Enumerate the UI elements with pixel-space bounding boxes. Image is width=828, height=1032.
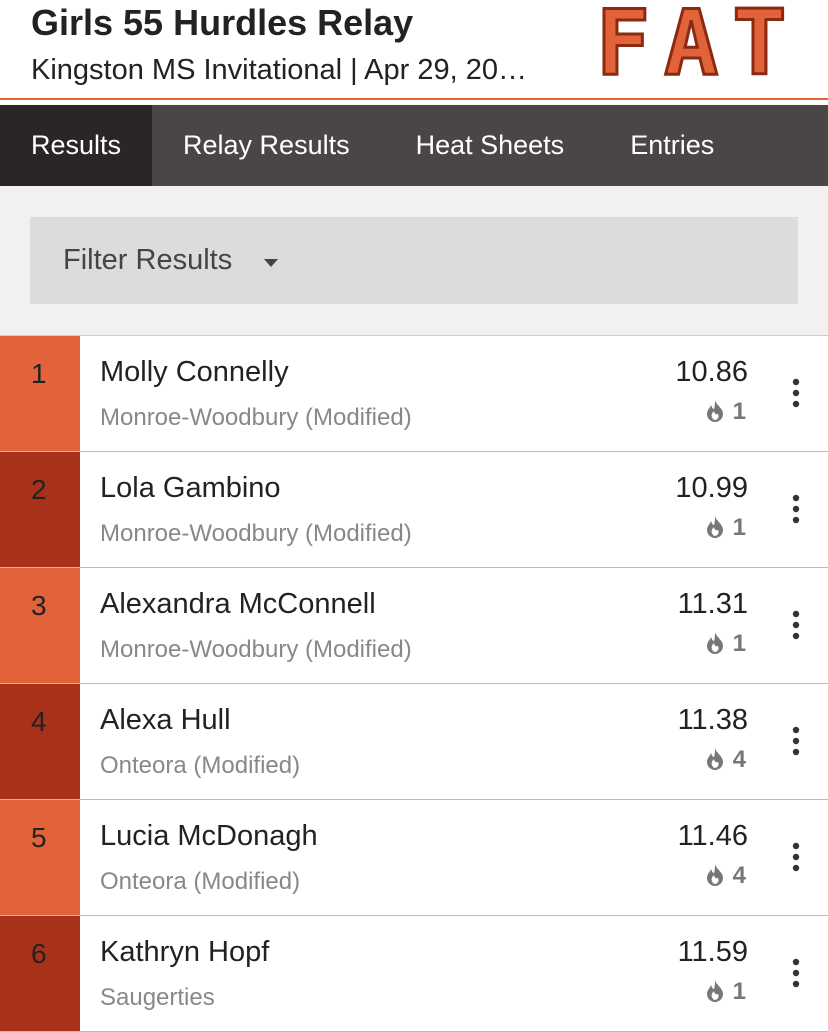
more-menu[interactable] (792, 842, 800, 872)
more-menu[interactable] (792, 494, 800, 524)
heat-icon (707, 400, 723, 422)
team-name: Onteora (Modified) (100, 868, 301, 895)
more-menu[interactable] (792, 726, 800, 756)
meet-subtitle: Kingston MS Invitational | Apr 29, 20… (31, 54, 527, 86)
heat-icon (707, 980, 723, 1002)
place: 5 (31, 822, 47, 853)
header: Girls 55 Hurdles Relay Kingston MS Invit… (0, 0, 828, 100)
heat-icon (707, 748, 723, 770)
place-cell: 1 (0, 336, 80, 451)
heat: 1 (732, 514, 746, 541)
tab[interactable]: Heat Sheets (415, 130, 565, 160)
time: 11.46 (677, 820, 748, 852)
place: 3 (31, 590, 47, 621)
result-row[interactable]: 4 Alexa Hull Onteora (Modified) 11.38 4 (0, 684, 828, 800)
heat-icon (707, 516, 723, 538)
place-cell: 2 (0, 452, 80, 567)
filter-area: Filter Results (0, 186, 828, 336)
place: 6 (31, 938, 47, 969)
time: 11.31 (677, 588, 748, 620)
tab[interactable]: Results (0, 105, 153, 186)
team-name: Monroe-Woodbury (Modified) (100, 404, 412, 431)
more-menu[interactable] (792, 958, 800, 988)
result-row[interactable]: 5 Lucia McDonagh Onteora (Modified) 11.46 4 (0, 800, 828, 916)
athlete-name: Lucia McDonagh (100, 820, 318, 852)
heat: 1 (732, 630, 746, 657)
result-row[interactable]: 6 Kathryn Hopf Saugerties 11.59 1 (0, 916, 828, 1032)
place: 1 (31, 358, 47, 389)
team-name: Onteora (Modified) (100, 752, 301, 779)
time: 10.99 (675, 472, 748, 504)
result-row[interactable]: 3 Alexandra McConnell Monroe-Woodbury (Mod… (0, 568, 828, 684)
heat: 1 (732, 978, 746, 1005)
heat: 4 (732, 862, 746, 889)
result-row[interactable]: 1 Molly Connelly Monroe-Woodbury (Modified… (0, 336, 828, 452)
result-row[interactable]: 2 Lola Gambino Monroe-Woodbury (Modified) 1… (0, 452, 828, 568)
caret-icon (264, 259, 278, 267)
athlete-name: Lola Gambino (100, 472, 281, 504)
athlete-name: Alexa Hull (100, 704, 231, 736)
tab[interactable]: Entries (630, 130, 715, 160)
filter-dropdown[interactable]: Filter Results (30, 217, 798, 304)
heat-icon (707, 632, 723, 654)
place: 4 (31, 706, 47, 737)
timing-logo: FAT (595, 0, 801, 96)
place: 2 (31, 474, 47, 505)
heat: 4 (732, 746, 746, 773)
tab[interactable]: Relay Results (183, 130, 350, 160)
athlete-name: Alexandra McConnell (100, 588, 376, 620)
results-list: 1 Molly Connelly Monroe-Woodbury (Modified… (0, 336, 828, 1032)
time: 10.86 (675, 356, 748, 388)
place-cell: 3 (0, 568, 80, 683)
athlete-name: Kathryn Hopf (100, 936, 270, 968)
heat: 1 (732, 398, 746, 425)
team-name: Saugerties (100, 984, 215, 1011)
team-name: Monroe-Woodbury (Modified) (100, 636, 412, 663)
more-menu[interactable] (792, 610, 800, 640)
athlete-name: Molly Connelly (100, 356, 289, 388)
filter-label: Filter Results (63, 244, 233, 276)
heat-icon (707, 864, 723, 886)
tab-bar: Results Relay Results Heat Sheets Entries (0, 105, 828, 186)
time: 11.59 (677, 936, 748, 968)
time: 11.38 (677, 704, 748, 736)
event-title: Girls 55 Hurdles Relay (31, 2, 414, 43)
place-cell: 5 (0, 800, 80, 915)
place-cell: 6 (0, 916, 80, 1031)
place-cell: 4 (0, 684, 80, 799)
team-name: Monroe-Woodbury (Modified) (100, 520, 412, 547)
more-menu[interactable] (792, 378, 800, 408)
